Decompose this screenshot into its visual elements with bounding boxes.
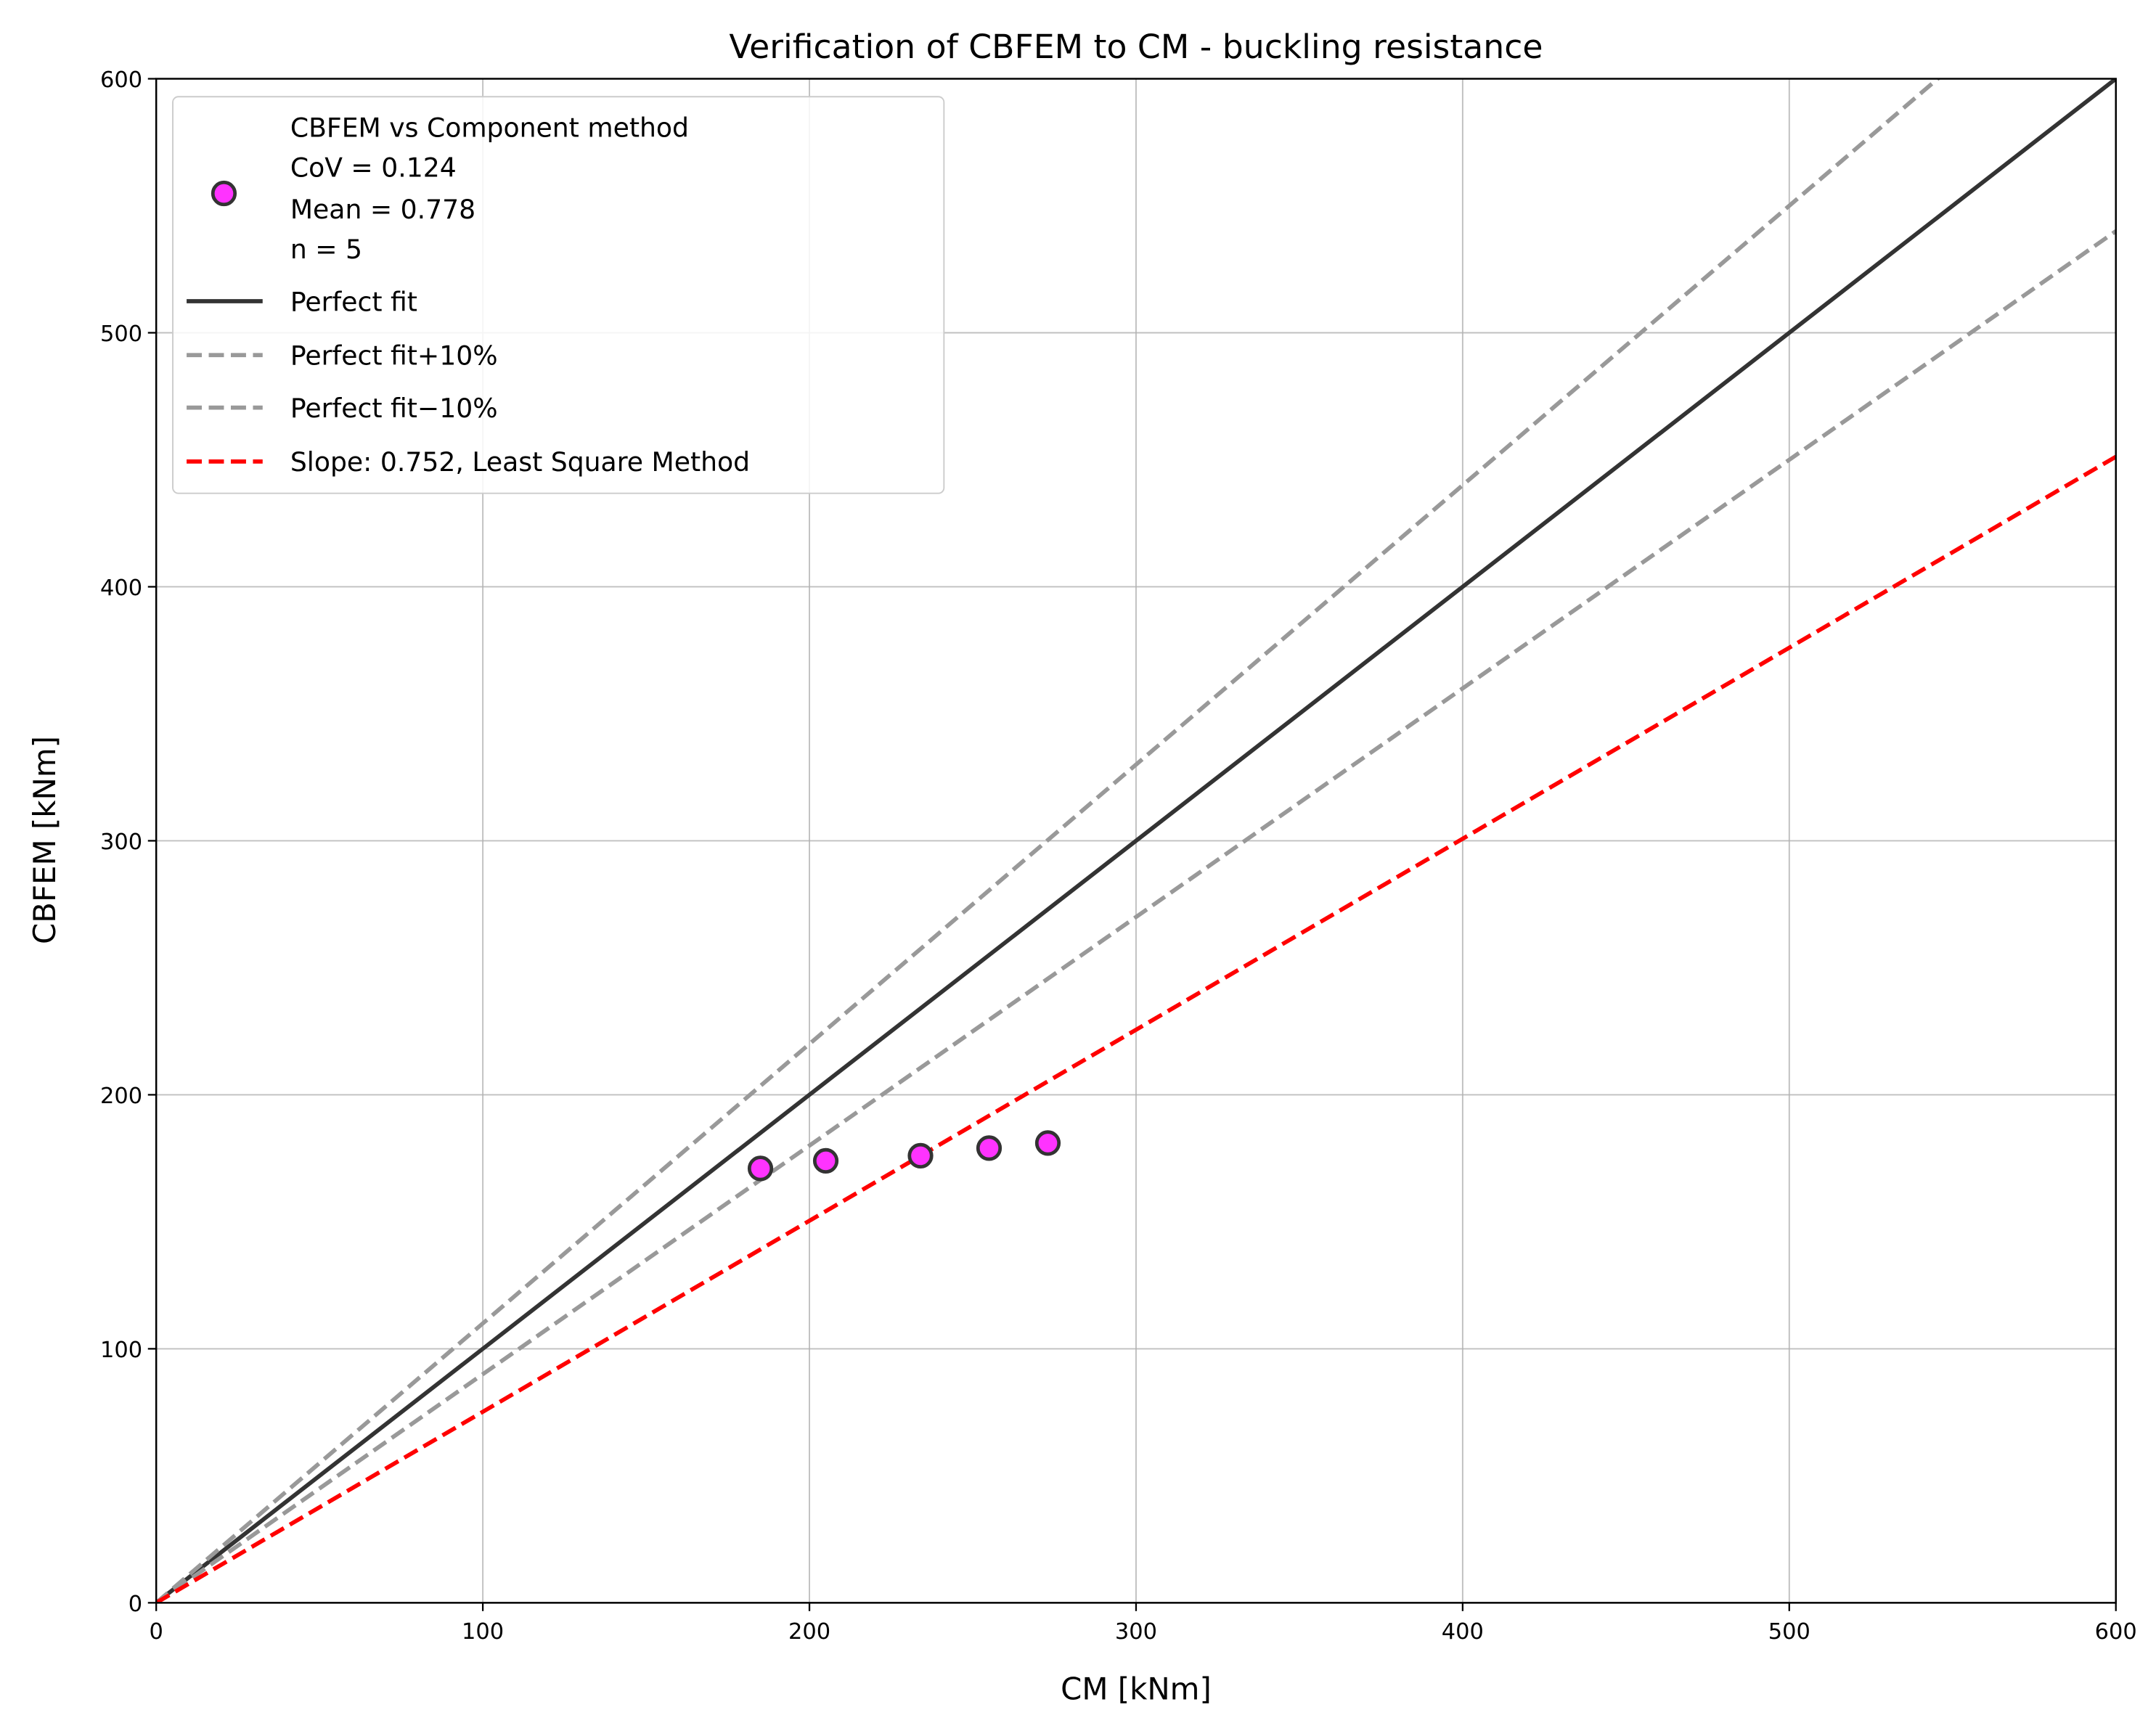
x-tick-label: 100 bbox=[462, 1619, 504, 1645]
legend-marker-points bbox=[211, 180, 237, 207]
legend: CBFEM vs Component method CoV = 0.124 Me… bbox=[172, 96, 945, 494]
y-tick-label: 400 bbox=[100, 576, 142, 601]
legend-label-plus10: Perfect fit+10% bbox=[290, 340, 498, 372]
legend-label-perfect-fit: Perfect fit bbox=[290, 286, 417, 317]
x-tick-label: 400 bbox=[1442, 1619, 1484, 1645]
y-tick-label: 0 bbox=[128, 1592, 142, 1617]
chart-title: Verification of CBFEM to CM - buckling r… bbox=[729, 28, 1543, 66]
series-group bbox=[156, 78, 2116, 1603]
x-tick-label: 0 bbox=[149, 1619, 163, 1645]
reference-line-1 bbox=[156, 78, 1941, 1603]
data-point bbox=[1034, 1130, 1061, 1156]
legend-box bbox=[172, 96, 945, 494]
data-point bbox=[812, 1147, 839, 1174]
x-tick-label: 600 bbox=[2095, 1619, 2137, 1645]
plot-area bbox=[156, 78, 2116, 1603]
data-point bbox=[907, 1142, 934, 1169]
reference-line-3 bbox=[156, 454, 2116, 1603]
x-tick-label: 500 bbox=[1768, 1619, 1810, 1645]
y-tick-label: 200 bbox=[100, 1084, 142, 1109]
y-tick-label: 100 bbox=[100, 1338, 142, 1363]
data-point bbox=[747, 1155, 774, 1182]
legend-label-lsq: Slope: 0.752, Least Square Method bbox=[290, 446, 750, 478]
legend-label-points-4: n = 5 bbox=[290, 234, 362, 265]
x-tick-label: 300 bbox=[1115, 1619, 1157, 1645]
y-tick-label: 500 bbox=[100, 322, 142, 347]
y-tick-label: 300 bbox=[100, 830, 142, 855]
legend-label-points-3: Mean = 0.778 bbox=[290, 194, 475, 225]
legend-label-points-2: CoV = 0.124 bbox=[290, 152, 457, 184]
data-point bbox=[976, 1135, 1003, 1161]
reference-line-2 bbox=[156, 229, 2116, 1603]
x-tick-label: 200 bbox=[788, 1619, 830, 1645]
y-tick-label: 600 bbox=[100, 67, 142, 93]
legend-label-minus10: Perfect fit−10% bbox=[290, 393, 498, 424]
ticks: 0 100 200 300 400 500 600 0 100 200 300 400 500 600 bbox=[100, 67, 2137, 1645]
reference-line-0 bbox=[156, 78, 2116, 1603]
legend-label-points-1: CBFEM vs Component method bbox=[290, 112, 689, 143]
y-axis-label: CBFEM [kNm] bbox=[27, 736, 62, 944]
x-axis-label: CM [kNm] bbox=[1061, 1671, 1212, 1707]
